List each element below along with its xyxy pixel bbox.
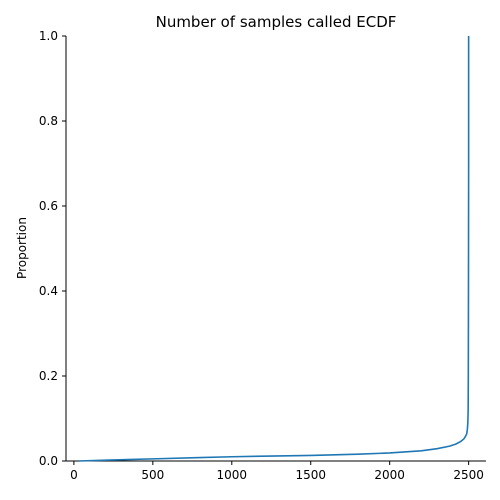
ecdf-series-line bbox=[78, 36, 470, 462]
y-tick-label: 0.2 bbox=[39, 369, 58, 383]
y-tick-label: 0.6 bbox=[39, 199, 58, 213]
chart-title: Number of samples called ECDF bbox=[156, 13, 397, 31]
x-tick-label: 1500 bbox=[295, 468, 326, 482]
y-tick-label: 0.4 bbox=[39, 284, 58, 298]
y-axis-ticks: 0.0 0.2 0.4 0.6 0.8 1.0 bbox=[39, 29, 66, 468]
x-axis-ticks: 0 500 1000 1500 2000 2500 bbox=[70, 461, 484, 482]
x-tick-label: 0 bbox=[70, 468, 78, 482]
y-tick-label: 0.0 bbox=[39, 454, 58, 468]
y-tick-label: 0.8 bbox=[39, 114, 58, 128]
x-tick-label: 500 bbox=[141, 468, 164, 482]
y-tick-label: 1.0 bbox=[39, 29, 58, 43]
y-axis-label: Proportion bbox=[15, 217, 29, 279]
x-tick-label: 2000 bbox=[374, 468, 405, 482]
x-tick-label: 1000 bbox=[217, 468, 248, 482]
x-tick-label: 2500 bbox=[453, 468, 484, 482]
